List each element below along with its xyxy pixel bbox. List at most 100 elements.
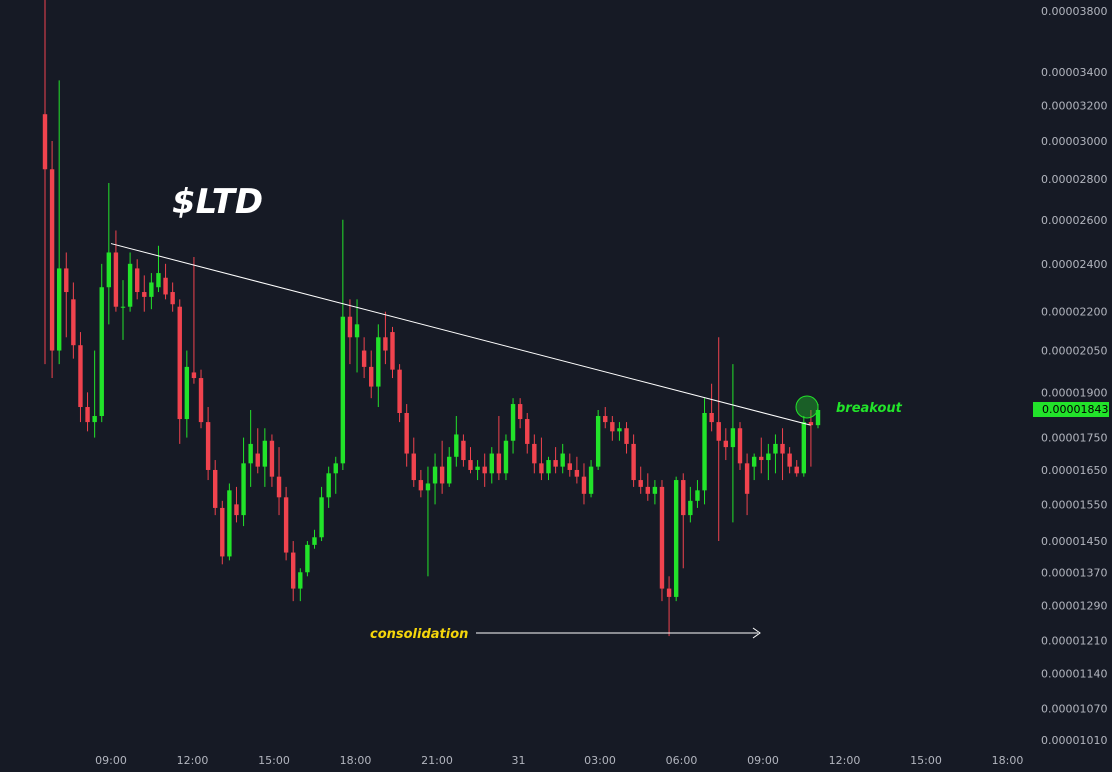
time-tick-label: 12:00 (829, 754, 861, 767)
candle (397, 364, 402, 423)
candle-body (631, 443, 636, 481)
candle (595, 410, 601, 470)
time-tick-label: 21:00 (421, 754, 453, 767)
candle (581, 463, 587, 505)
candle-body (255, 453, 260, 467)
candle-body (390, 332, 395, 370)
candle (759, 437, 764, 474)
candle-body (730, 428, 736, 448)
candle-body (716, 422, 721, 441)
price-tick-label: 0.00001290 (1041, 599, 1107, 612)
candle (170, 282, 175, 312)
candle (723, 428, 729, 461)
candle-body (666, 588, 672, 597)
candle (744, 453, 750, 516)
candle (475, 460, 480, 481)
price-axis[interactable]: 0.00003800 0.00003400 0.00003200 0.00003000… (1041, 5, 1107, 747)
candle (751, 453, 757, 481)
candle-body (227, 490, 232, 557)
candle-body (638, 480, 643, 487)
consolidation-label: consolidation (370, 627, 468, 642)
price-tick-label: 0.00001550 (1041, 498, 1107, 511)
candle (517, 398, 523, 429)
breakout-label: breakout (836, 401, 903, 416)
candle-body (127, 263, 133, 307)
candle-body (723, 440, 729, 448)
candle-body (191, 372, 197, 379)
candle-body (347, 316, 353, 338)
candle (354, 299, 360, 373)
candle-body (553, 460, 558, 467)
candle-body (610, 422, 615, 432)
candle (56, 80, 62, 365)
candle (695, 480, 700, 508)
candle (659, 480, 665, 602)
candle (737, 422, 743, 470)
candle-body (461, 440, 466, 461)
candle-body (447, 456, 452, 484)
candle (567, 453, 572, 477)
candle-body (184, 366, 190, 420)
candle (780, 428, 785, 481)
candle-body (78, 345, 83, 408)
candle (177, 299, 182, 444)
candle (439, 440, 445, 494)
candle-body (510, 404, 516, 441)
candle (688, 486, 693, 523)
price-tick-label: 0.00002200 (1041, 306, 1107, 319)
candle (99, 263, 104, 423)
candle-body (780, 443, 785, 454)
candle (198, 369, 204, 429)
candle-body (220, 507, 225, 557)
candle-body (496, 453, 502, 474)
candle (525, 412, 530, 454)
price-tick-label: 0.00001450 (1041, 535, 1107, 548)
candle (283, 486, 289, 561)
candle-body (120, 306, 126, 308)
time-tick-label: 06:00 (666, 754, 698, 767)
time-tick-label: 18:00 (340, 754, 372, 767)
price-tick-label: 0.00002800 (1041, 173, 1107, 186)
price-tick-label: 0.00003200 (1041, 100, 1107, 113)
candle-body (574, 469, 580, 477)
candle-body (149, 282, 154, 297)
candle-body (603, 416, 608, 423)
candle-body (425, 483, 431, 491)
candle-body (198, 378, 204, 423)
candle (191, 256, 197, 384)
candle-body (673, 480, 679, 597)
candle-body (404, 412, 409, 454)
candle-body (539, 463, 544, 474)
candle-body (432, 466, 438, 484)
candle-body (262, 440, 268, 467)
candle-body (744, 463, 750, 494)
price-tick-label: 0.00002050 (1041, 345, 1107, 358)
candle (461, 434, 466, 467)
candle-body (56, 268, 62, 351)
candle-body (759, 456, 764, 461)
candle-body (163, 277, 168, 295)
candle-body (376, 337, 381, 387)
candle-body (794, 466, 799, 474)
price-tick-label: 0.00003400 (1041, 66, 1107, 79)
candle-body (269, 440, 275, 477)
candle-body (617, 428, 622, 432)
candle (291, 541, 296, 602)
candle-body (595, 416, 601, 467)
candle-body (106, 252, 112, 288)
candle (546, 456, 551, 481)
candle-body (99, 287, 104, 417)
candle (503, 434, 509, 481)
candle (766, 443, 771, 481)
candle-body (361, 350, 367, 367)
candle-body (581, 476, 587, 494)
candle-body (411, 453, 416, 481)
candle-body (737, 428, 743, 464)
time-axis[interactable]: 09:00 12:00 15:00 18:00 21:00 31 03:00 06:00 09:… (95, 754, 1023, 767)
candle (326, 466, 331, 508)
consolidation-arrowhead-icon (752, 627, 761, 639)
candle (638, 466, 643, 494)
candle (134, 259, 140, 300)
